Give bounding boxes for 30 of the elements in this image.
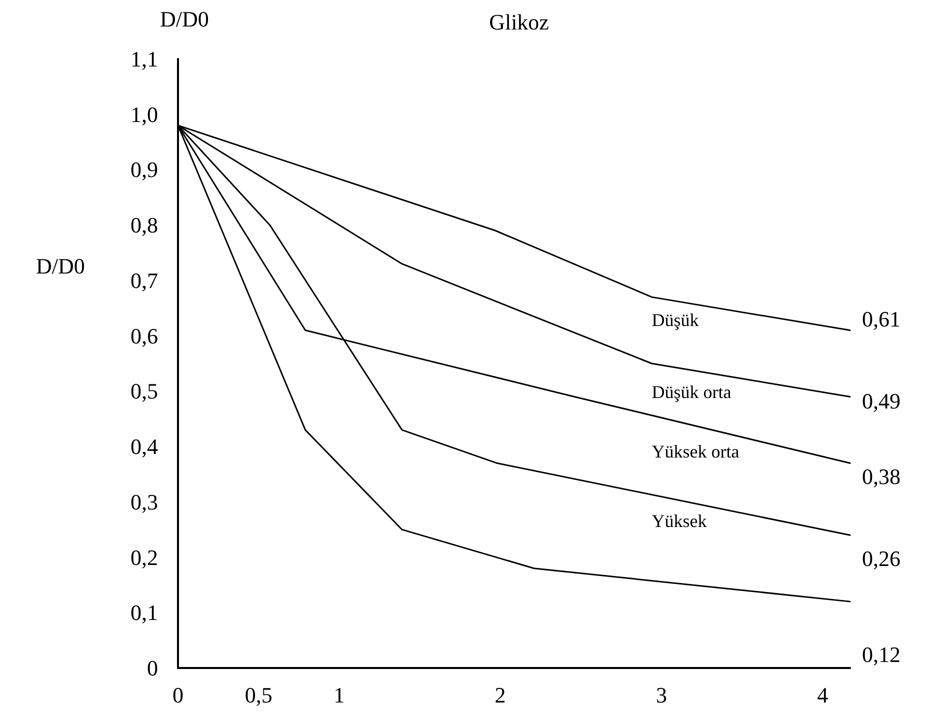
chart-title: Glikoz: [489, 10, 550, 34]
x-tick-label: 0,5: [244, 682, 272, 708]
y-tick-label: 1,1: [130, 46, 158, 72]
series-label: Yüksek orta: [652, 441, 740, 462]
x-tick-label: 0: [172, 682, 184, 708]
x-tick-label: 2: [494, 682, 506, 708]
x-tick-label: 1: [334, 682, 345, 708]
y-tick-label: 0,1: [130, 600, 158, 626]
y-tick-label: 1,0: [130, 102, 158, 127]
y-tick-label: 0,6: [130, 323, 158, 348]
y-tick-label: 0,5: [130, 378, 158, 404]
y2-tick-label: 0,49: [862, 388, 900, 414]
y-tick-label: 0,3: [130, 489, 158, 514]
series-label: Düşük: [652, 310, 699, 330]
y-tick-label: 0,7: [130, 268, 158, 293]
y-tick-label: 0,9: [130, 157, 158, 182]
y-tick-label: 0: [147, 656, 158, 680]
y-tick-label: 0,2: [130, 544, 158, 570]
x-tick-label: 3: [656, 682, 667, 708]
series-label: Yüksek: [652, 510, 707, 531]
y2-tick-label: 0,38: [862, 464, 900, 489]
text: D/D0: [160, 6, 209, 32]
y2-tick-label: 0,26: [862, 546, 900, 572]
x-tick-label: 4: [817, 682, 828, 708]
y2-tick-label: 0,61: [862, 306, 900, 332]
y2-tick-label: 0,12: [862, 642, 900, 667]
series-label: Düşük orta: [652, 382, 732, 402]
y-tick-label: 0,4: [130, 434, 158, 460]
y-tick-label: 0,8: [130, 212, 158, 238]
y-axis-title: D/D0: [36, 254, 85, 278]
